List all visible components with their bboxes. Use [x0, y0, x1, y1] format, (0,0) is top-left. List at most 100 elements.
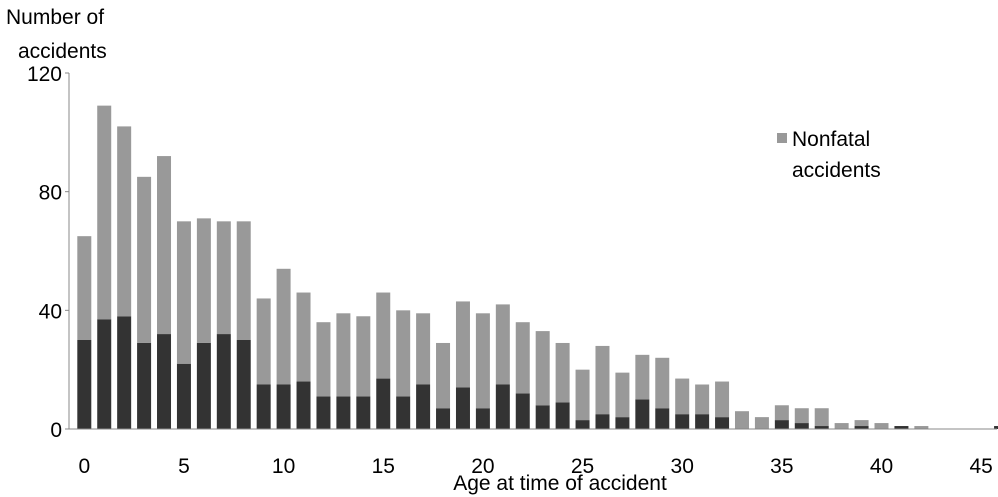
bar-fatal-age-9 [256, 384, 271, 429]
x-axis-title: Age at time of accident [453, 472, 667, 495]
bar-fatal-age-11 [296, 381, 311, 429]
bar-nonfatal-age-24 [555, 342, 570, 403]
bar-fatal-age-25 [575, 420, 590, 429]
bar-fatal-age-10 [276, 384, 291, 429]
bar-nonfatal-age-28 [635, 354, 650, 400]
bar-fatal-age-26 [595, 414, 610, 429]
bar-fatal-age-19 [455, 387, 470, 429]
y-tick-label-0: 0 [50, 419, 62, 442]
bar-fatal-age-32 [715, 417, 730, 429]
bar-fatal-age-14 [356, 396, 371, 429]
y-tick-label-40: 40 [39, 300, 62, 323]
bar-nonfatal-age-31 [695, 384, 710, 415]
bar-nonfatal-age-12 [316, 322, 331, 397]
bar-nonfatal-age-27 [615, 372, 630, 418]
bar-nonfatal-age-8 [236, 221, 251, 340]
bar-fatal-age-3 [137, 342, 152, 429]
bar-nonfatal-age-36 [794, 408, 809, 424]
x-tick-label-15: 15 [372, 455, 395, 478]
bar-nonfatal-age-9 [256, 298, 271, 385]
bar-fatal-age-22 [515, 393, 530, 429]
bar-fatal-age-27 [615, 417, 630, 429]
bar-fatal-age-21 [495, 384, 510, 429]
bar-nonfatal-age-11 [296, 292, 311, 382]
bar-nonfatal-age-33 [734, 411, 749, 429]
bar-fatal-age-15 [376, 378, 391, 429]
bar-fatal-age-35 [774, 420, 789, 429]
bar-nonfatal-age-23 [535, 331, 550, 406]
x-ticks-layer: 0 5 10 15 20 25 30 35 40 45 [78, 455, 992, 478]
bar-nonfatal-age-19 [455, 301, 470, 388]
bar-fatal-age-20 [475, 408, 490, 429]
bar-fatal-age-6 [196, 342, 211, 429]
bar-nonfatal-age-3 [137, 176, 152, 343]
bar-fatal-age-30 [675, 414, 690, 429]
y-ticks-layer: 0 40 80 120 [27, 63, 69, 442]
bar-fatal-age-12 [316, 396, 331, 429]
y-axis-title-line-1: Number of [6, 6, 104, 29]
bar-fatal-age-8 [236, 340, 251, 429]
bar-fatal-age-17 [416, 384, 431, 429]
bar-fatal-age-5 [176, 363, 191, 429]
x-tick-label-10: 10 [272, 455, 295, 478]
bar-nonfatal-age-7 [216, 221, 231, 335]
bar-nonfatal-age-10 [276, 268, 291, 385]
bar-nonfatal-age-42 [914, 426, 929, 429]
bar-nonfatal-age-21 [495, 304, 510, 385]
bar-nonfatal-age-0 [77, 236, 92, 340]
bar-fatal-age-37 [814, 426, 829, 429]
bar-nonfatal-age-16 [396, 310, 411, 397]
bar-nonfatal-age-22 [515, 322, 530, 394]
x-tick-label-35: 35 [770, 455, 793, 478]
bar-nonfatal-age-1 [97, 105, 112, 320]
x-tick-label-40: 40 [870, 455, 893, 478]
bar-nonfatal-age-29 [655, 357, 670, 409]
bar-nonfatal-age-15 [376, 292, 391, 379]
bar-nonfatal-age-34 [754, 417, 769, 429]
bar-fatal-age-24 [555, 402, 570, 429]
legend-label-line-1: Nonfatal [792, 128, 870, 151]
bar-fatal-age-0 [77, 340, 92, 429]
y-tick-label-80: 80 [39, 182, 62, 205]
bar-fatal-age-1 [97, 319, 112, 429]
bar-fatal-age-18 [436, 408, 451, 429]
bar-fatal-age-4 [157, 334, 172, 429]
y-tick-label-120: 120 [27, 63, 62, 86]
bar-fatal-age-7 [216, 334, 231, 429]
bar-nonfatal-age-35 [774, 405, 789, 421]
bar-fatal-age-23 [535, 405, 550, 429]
bar-nonfatal-age-37 [814, 408, 829, 427]
bar-nonfatal-age-25 [575, 369, 590, 421]
x-tick-label-0: 0 [78, 455, 90, 478]
bar-nonfatal-age-40 [874, 423, 889, 429]
x-tick-label-25: 25 [571, 455, 594, 478]
bar-fatal-age-29 [655, 408, 670, 429]
bar-nonfatal-age-39 [854, 420, 869, 427]
bar-fatal-age-46 [994, 426, 998, 429]
bar-nonfatal-age-13 [336, 313, 351, 397]
bar-fatal-age-39 [854, 426, 869, 429]
bar-fatal-age-16 [396, 396, 411, 429]
x-tick-label-45: 45 [969, 455, 992, 478]
bar-nonfatal-age-5 [176, 221, 191, 364]
bar-nonfatal-age-30 [675, 378, 690, 415]
bar-nonfatal-age-26 [595, 345, 610, 415]
bar-nonfatal-age-6 [196, 218, 211, 343]
bar-nonfatal-age-38 [834, 423, 849, 429]
y-axis-title-line-2: accidents [18, 40, 107, 63]
bar-fatal-age-2 [117, 316, 132, 429]
bar-fatal-age-28 [635, 399, 650, 429]
bars-layer [77, 105, 998, 429]
bar-fatal-age-41 [894, 426, 909, 429]
legend-swatch-nonfatal [777, 133, 787, 143]
x-tick-label-5: 5 [178, 455, 190, 478]
bar-nonfatal-age-2 [117, 126, 132, 317]
bar-fatal-age-13 [336, 396, 351, 429]
bar-fatal-age-31 [695, 414, 710, 429]
bar-nonfatal-age-4 [157, 156, 172, 335]
bar-nonfatal-age-14 [356, 316, 371, 397]
x-tick-label-30: 30 [671, 455, 694, 478]
legend-label-line-2: accidents [792, 159, 881, 182]
bar-nonfatal-age-32 [715, 381, 730, 418]
